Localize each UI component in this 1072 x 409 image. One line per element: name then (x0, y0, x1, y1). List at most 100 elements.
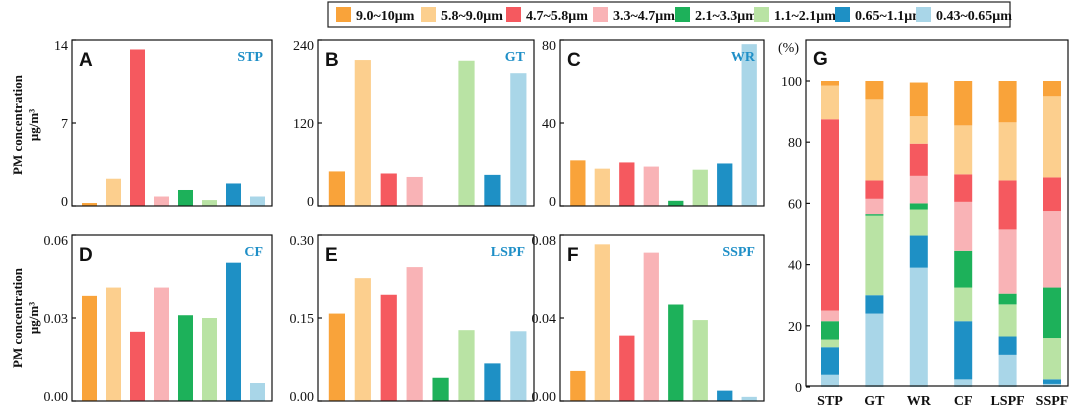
bar-A-1 (106, 178, 121, 206)
panel-letter: F (567, 245, 579, 266)
bar-E-3 (406, 267, 423, 401)
bar-D-3 (154, 287, 169, 401)
stack-segment-GT-0 (865, 313, 884, 387)
bar-E-1 (354, 278, 371, 401)
panel-G-ylabel: (%) (778, 41, 799, 56)
bar-A-4 (178, 189, 193, 206)
bar-B-0 (328, 171, 345, 206)
bar-F-3 (643, 252, 659, 401)
stack-segment-STP-0 (821, 374, 839, 387)
ytick-label: 0.08 (532, 234, 557, 249)
legend-label: 0.65~1.1μm (855, 9, 924, 24)
stack-segment-LSPF-6 (998, 122, 1017, 181)
bar-A-7 (250, 196, 265, 206)
xtick-label: CF (954, 394, 973, 409)
stack-segment-WR-5 (909, 143, 928, 176)
bar-C-6 (717, 163, 733, 206)
bar-E-5 (458, 330, 475, 401)
legend-label: 4.7~5.8μm (526, 9, 588, 24)
bar-F-1 (594, 244, 610, 401)
legend-entry: 3.3~4.7μm (593, 7, 675, 24)
panel-D: 0.00 0.03 0.06 D CF (44, 234, 273, 405)
bar-C-5 (692, 169, 708, 206)
panel-title: CF (244, 245, 263, 260)
legend-label: 0.43~0.65μm (936, 9, 1012, 24)
panel-title: WR (731, 50, 756, 65)
stack-segment-WR-1 (909, 235, 928, 268)
stack-segment-STP-2 (821, 339, 839, 348)
stack-segment-CF-4 (954, 201, 973, 251)
stack-segment-LSPF-2 (998, 304, 1017, 337)
bar-F-5 (692, 320, 708, 401)
stack-segment-GT-3 (865, 214, 884, 216)
stack-segment-LSPF-5 (998, 180, 1017, 230)
ytick-label: 0.15 (290, 312, 315, 327)
ylabel-top: PM concentration μg/m³ (10, 74, 41, 175)
xtick-label: LSPF (990, 394, 1024, 409)
bar-A-0 (82, 203, 97, 206)
bar-D-6 (226, 262, 241, 401)
bar-F-6 (717, 390, 733, 401)
stack-segment-WR-2 (909, 209, 928, 236)
ylabel-bottom-line1: PM concentration (10, 267, 25, 368)
bar-A-3 (154, 196, 169, 206)
stack-segment-LSPF-1 (998, 336, 1017, 355)
stack-segment-WR-7 (909, 82, 928, 117)
ytick-label: 0.04 (532, 312, 557, 327)
legend-swatch (675, 7, 690, 22)
legend-label: 5.8~9.0μm (441, 9, 503, 24)
stack-segment-SSPF-1 (1043, 379, 1061, 384)
stack-segment-CF-3 (954, 250, 973, 288)
bar-A-2 (130, 49, 145, 206)
xtick-label: STP (817, 394, 843, 409)
ytick-label: 0 (61, 195, 68, 210)
legend-entry: 0.65~1.1μm (835, 7, 924, 24)
bar-E-4 (432, 377, 449, 401)
legend-swatch (916, 7, 931, 22)
bar-D-7 (250, 383, 265, 401)
stack-segment-LSPF-4 (998, 229, 1017, 294)
bar-F-7 (741, 396, 757, 401)
plot-frame (805, 39, 1069, 387)
stack-segment-WR-4 (909, 175, 928, 204)
panel-B: 0 120 240 B GT (293, 39, 535, 210)
stack-segment-CF-2 (954, 287, 973, 322)
panel-letter: A (79, 50, 93, 71)
panel-F: 0.00 0.04 0.08 F SSPF (532, 234, 765, 405)
legend: 9.0~10μm 5.8~9.0μm 4.7~5.8μm 3.3~4.7μm 2.1~3… (327, 1, 1012, 28)
stack-segment-LSPF-0 (998, 354, 1017, 387)
stack-segment-STP-3 (821, 321, 839, 340)
stack-segment-CF-6 (954, 125, 973, 175)
legend-swatch (336, 7, 351, 22)
ytick-label: 120 (293, 117, 314, 132)
panel-C: 0 40 80 C WR (542, 39, 765, 210)
legend-label: 1.1~2.1μm (774, 9, 836, 24)
bar-C-1 (594, 168, 610, 206)
stack-segment-CF-1 (954, 321, 973, 380)
legend-swatch (754, 7, 769, 22)
legend-swatch (506, 7, 521, 22)
stack-segment-LSPF-7 (998, 81, 1017, 123)
bar-E-2 (380, 294, 397, 401)
stack-segment-GT-2 (865, 215, 884, 296)
ytick-label: 0 (549, 195, 556, 210)
panel-letter: G (813, 49, 828, 70)
panel-title: STP (237, 50, 263, 65)
stack-segment-GT-6 (865, 99, 884, 181)
ytick-label: 0.03 (44, 312, 69, 327)
plot-frame (71, 234, 273, 402)
bar-C-0 (570, 160, 586, 206)
bar-D-5 (202, 318, 217, 401)
bar-D-2 (130, 331, 145, 401)
bar-E-7 (510, 331, 527, 401)
bar-B-5 (458, 60, 475, 206)
legend-entry: 5.8~9.0μm (421, 7, 503, 24)
bar-C-2 (619, 162, 635, 206)
ytick-label: 0.00 (44, 390, 69, 405)
bar-B-1 (354, 60, 371, 206)
ytick-label: 100 (781, 75, 802, 90)
stack-segment-STP-6 (821, 85, 839, 120)
panel-G: STP GT WR CF LSPF SSPF 0 20 40 60 80 100 (%) G (778, 39, 1069, 409)
legend-label: 9.0~10μm (356, 9, 415, 24)
stack-segment-WR-0 (909, 267, 928, 387)
